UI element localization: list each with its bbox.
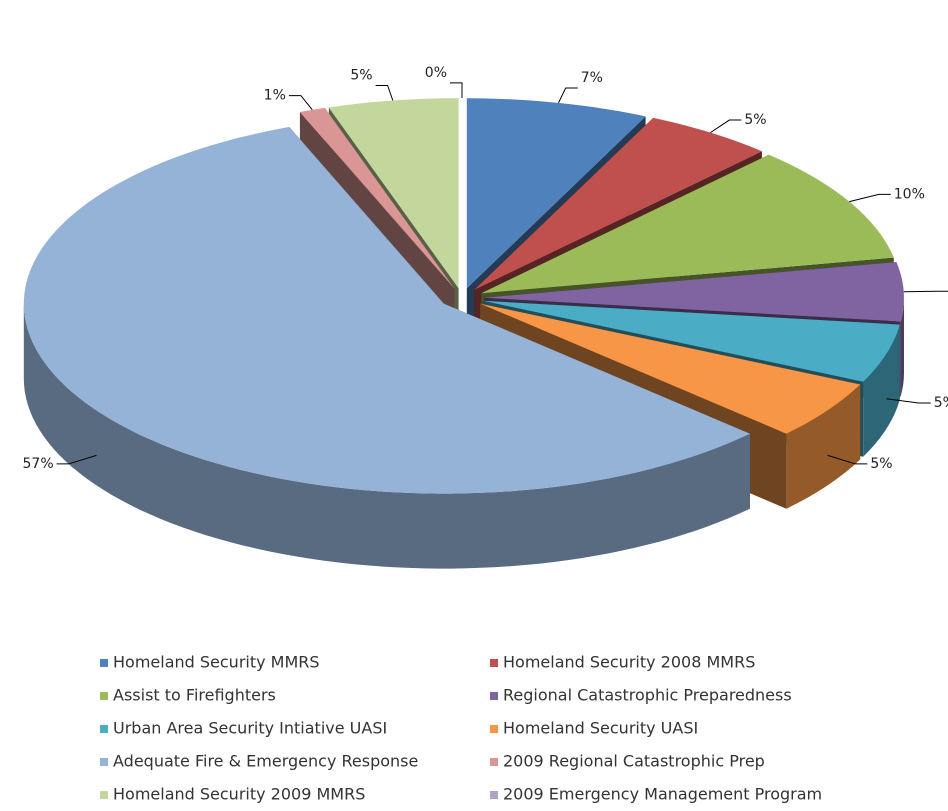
legend-label: 2009 Emergency Management Program	[503, 785, 822, 804]
legend-swatch	[100, 791, 108, 799]
data-label: 5%	[870, 456, 892, 472]
leader-line	[558, 88, 577, 103]
leader-line	[289, 96, 312, 110]
legend-swatch	[100, 758, 108, 766]
data-label: 1%	[264, 88, 286, 104]
data-label: 5%	[934, 395, 948, 411]
legend-label: Homeland Security UASI	[503, 719, 698, 738]
legend-label: Adequate Fire & Emergency Response	[113, 752, 418, 771]
legend-label: Homeland Security 2009 MMRS	[113, 785, 365, 804]
data-label: 5%	[744, 112, 766, 128]
legend-label: 2009 Regional Catastrophic Prep	[503, 752, 765, 771]
legend-label: Regional Catastrophic Preparedness	[503, 686, 792, 705]
legend-swatch	[100, 659, 108, 667]
legend-label: Homeland Security MMRS	[113, 653, 320, 672]
legend-swatch	[100, 692, 108, 700]
legend-swatch	[490, 791, 498, 799]
leader-line	[710, 120, 741, 133]
legend-label: Homeland Security 2008 MMRS	[503, 653, 755, 672]
leader-line	[849, 194, 890, 201]
legend-label: Urban Area Security Intiative UASI	[113, 719, 387, 738]
legend-swatch	[490, 692, 498, 700]
legend-label: Assist to Firefighters	[113, 686, 276, 705]
legend-swatch	[100, 725, 108, 733]
data-label: 5%	[350, 67, 372, 83]
legend-swatch	[490, 659, 498, 667]
data-label: 7%	[581, 70, 603, 86]
data-label: 0%	[425, 65, 447, 81]
leader-line	[376, 85, 393, 100]
data-label: 57%	[23, 456, 54, 472]
data-label: 10%	[894, 186, 925, 202]
legend-swatch	[490, 758, 498, 766]
leader-line	[450, 83, 462, 98]
legend-swatch	[490, 725, 498, 733]
